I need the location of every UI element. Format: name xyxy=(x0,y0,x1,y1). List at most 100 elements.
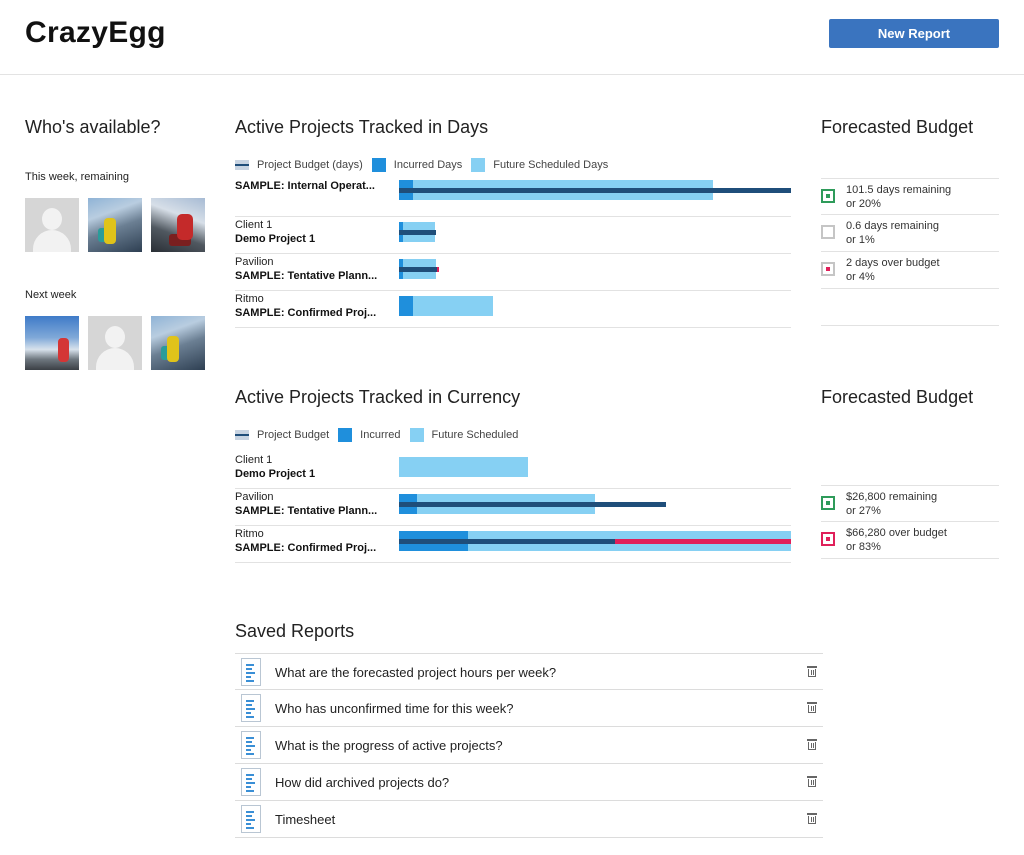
bar-area xyxy=(399,452,791,489)
forecast-amount: $26,800 remaining xyxy=(846,491,938,503)
over-budget-bar[interactable] xyxy=(614,539,791,544)
avatar[interactable] xyxy=(25,316,79,370)
saved-report-label[interactable]: How did archived projects do? xyxy=(275,775,450,790)
budget-status-icon xyxy=(821,189,835,203)
legend-incurred-swatch xyxy=(371,158,386,172)
row-client-name: Pavilion xyxy=(235,256,274,268)
chart-row[interactable]: Ritmo SAMPLE: Confirmed Proj... xyxy=(235,526,791,563)
chart-row[interactable]: SAMPLE: Internal Operat... xyxy=(235,180,791,217)
avatar[interactable] xyxy=(25,198,79,252)
report-document-icon xyxy=(241,805,261,833)
saved-report-row[interactable]: How did archived projects do? xyxy=(235,764,823,801)
forecast-percent: or 20% xyxy=(846,198,881,210)
budget-bar[interactable] xyxy=(399,539,615,544)
incurred-bar[interactable] xyxy=(399,296,413,316)
legend-budget-label: Project Budget xyxy=(257,429,330,441)
next-week-label: Next week xyxy=(25,289,77,301)
forecast-text: 101.5 days remaining or 20% xyxy=(846,183,951,211)
row-client-name: Ritmo xyxy=(235,293,264,305)
bar-area xyxy=(399,489,791,526)
trash-icon[interactable] xyxy=(807,739,817,750)
forecast-row: 2 days over budget or 4% xyxy=(821,252,999,289)
app-header: CrazyEgg New Report xyxy=(0,0,1024,75)
budget-status-icon xyxy=(821,532,835,546)
currency-chart-legend: Project Budget Incurred Future Scheduled xyxy=(235,428,527,442)
new-report-button[interactable]: New Report xyxy=(829,19,999,48)
row-client-name: Ritmo xyxy=(235,528,264,540)
saved-report-row[interactable]: Who has unconfirmed time for this week? xyxy=(235,690,823,727)
legend-budget-label: Project Budget (days) xyxy=(257,159,363,171)
legend-future-swatch xyxy=(471,158,486,172)
chart-row[interactable]: Pavilion SAMPLE: Tentative Plann... xyxy=(235,254,791,291)
legend-incurred-label: Incurred Days xyxy=(393,159,463,171)
forecast-empty-row xyxy=(821,289,999,326)
report-document-icon xyxy=(241,768,261,796)
budget-bar[interactable] xyxy=(399,230,437,235)
forecast-percent: or 4% xyxy=(846,271,875,283)
row-client-name: Pavilion xyxy=(235,491,274,503)
chart-row[interactable]: Client 1 Demo Project 1 xyxy=(235,452,791,489)
trash-icon[interactable] xyxy=(807,813,817,824)
saved-report-label[interactable]: What is the progress of active projects? xyxy=(275,738,503,753)
days-chart-title: Active Projects Tracked in Days xyxy=(235,117,489,137)
forecast-text: 2 days over budget or 4% xyxy=(846,256,940,284)
saved-report-label[interactable]: Timesheet xyxy=(275,812,336,827)
row-project-name[interactable]: SAMPLE: Confirmed Proj... xyxy=(235,542,377,554)
legend-future-label: Future Scheduled xyxy=(431,429,519,441)
row-project-name[interactable]: Demo Project 1 xyxy=(235,468,316,480)
avatar[interactable] xyxy=(151,198,205,252)
row-project-name[interactable]: SAMPLE: Tentative Plann... xyxy=(235,270,378,282)
this-week-label: This week, remaining xyxy=(25,171,129,183)
budget-bar[interactable] xyxy=(399,267,438,272)
bar-area xyxy=(399,291,791,328)
days-chart-legend: Project Budget (days) Incurred Days Futu… xyxy=(235,158,617,172)
avatar[interactable] xyxy=(151,316,205,370)
future-bar[interactable] xyxy=(399,296,494,316)
legend-budget-swatch xyxy=(235,430,249,440)
saved-report-row[interactable]: What is the progress of active projects? xyxy=(235,727,823,764)
budget-bar[interactable] xyxy=(399,188,791,193)
saved-report-row[interactable]: What are the forecasted project hours pe… xyxy=(235,653,823,690)
avatar[interactable] xyxy=(88,316,142,370)
chart-row[interactable]: Pavilion SAMPLE: Tentative Plann... xyxy=(235,489,791,526)
forecast-percent: or 83% xyxy=(846,541,881,553)
availability-title: Who's available? xyxy=(25,117,161,137)
budget-bar[interactable] xyxy=(399,502,666,507)
legend-future-swatch xyxy=(409,428,424,442)
row-project-name[interactable]: SAMPLE: Internal Operat... xyxy=(235,180,375,192)
report-document-icon xyxy=(241,731,261,759)
this-week-avatars xyxy=(25,198,205,252)
row-project-name[interactable]: SAMPLE: Tentative Plann... xyxy=(235,505,378,517)
legend-incurred-label: Incurred xyxy=(360,429,401,441)
saved-reports-title: Saved Reports xyxy=(235,621,355,641)
report-document-icon xyxy=(241,694,261,722)
legend-incurred-swatch xyxy=(338,428,353,442)
chart-row[interactable]: Ritmo SAMPLE: Confirmed Proj... xyxy=(235,291,791,328)
budget-status-icon xyxy=(821,496,835,510)
budget-status-icon xyxy=(821,225,835,239)
next-week-avatars xyxy=(25,316,205,370)
over-budget-bar[interactable] xyxy=(437,267,439,272)
future-bar[interactable] xyxy=(399,457,529,477)
legend-budget-swatch xyxy=(235,160,249,170)
saved-report-row[interactable]: Timesheet xyxy=(235,801,823,838)
forecast-amount: $66,280 over budget xyxy=(846,527,947,539)
forecast-amount: 0.6 days remaining xyxy=(846,220,939,232)
currency-chart-title: Active Projects Tracked in Currency xyxy=(235,387,521,407)
row-project-name[interactable]: Demo Project 1 xyxy=(235,233,316,245)
currency-forecast-title: Forecasted Budget xyxy=(821,387,974,407)
bar-area xyxy=(399,180,791,217)
bar-area xyxy=(399,217,791,254)
trash-icon[interactable] xyxy=(807,666,817,677)
chart-row[interactable]: Client 1 Demo Project 1 xyxy=(235,217,791,254)
row-project-name[interactable]: SAMPLE: Confirmed Proj... xyxy=(235,307,377,319)
forecast-text: 0.6 days remaining or 1% xyxy=(846,219,939,247)
row-client-name: Client 1 xyxy=(235,219,273,231)
saved-report-label[interactable]: Who has unconfirmed time for this week? xyxy=(275,701,514,716)
trash-icon[interactable] xyxy=(807,776,817,787)
row-client-name: Client 1 xyxy=(235,454,273,466)
forecast-amount: 101.5 days remaining xyxy=(846,184,952,196)
trash-icon[interactable] xyxy=(807,702,817,713)
avatar[interactable] xyxy=(88,198,142,252)
saved-report-label[interactable]: What are the forecasted project hours pe… xyxy=(275,665,557,680)
